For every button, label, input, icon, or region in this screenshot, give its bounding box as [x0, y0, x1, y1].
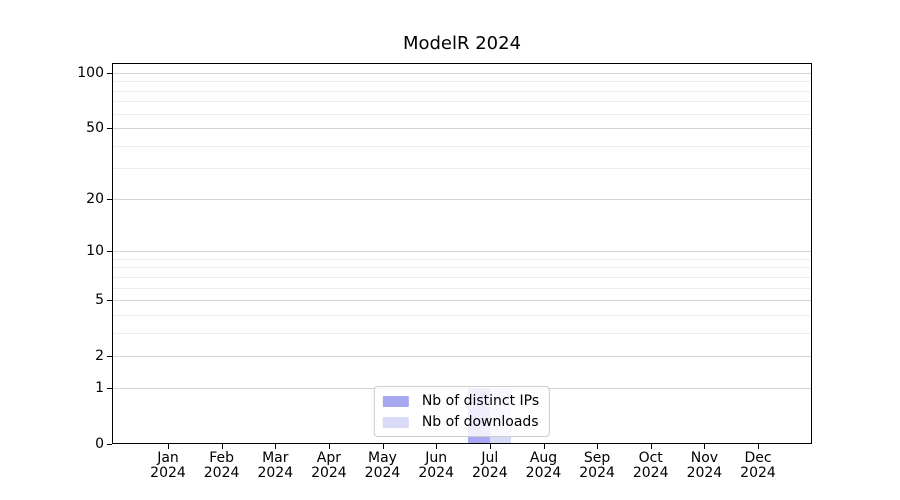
- x-tick-label: Jul 2024: [460, 451, 520, 481]
- y-tick-label: 10: [86, 243, 104, 260]
- x-tick-month: Aug: [529, 450, 558, 466]
- x-tick-label: Feb 2024: [192, 451, 252, 481]
- y-tick-label: 1: [95, 380, 104, 397]
- gridline-minor: [113, 81, 811, 83]
- x-tick-mark: [543, 444, 545, 449]
- gridline-major: [113, 251, 811, 253]
- x-tick-mark: [382, 444, 384, 449]
- x-tick-month: May: [368, 450, 397, 466]
- gridline-minor: [113, 332, 811, 334]
- y-tick-mark: [107, 73, 112, 74]
- x-tick-year: 2024: [150, 465, 186, 481]
- gridline-minor: [113, 90, 811, 92]
- x-tick-label: Mar 2024: [245, 451, 305, 481]
- x-tick-label: Sep 2024: [567, 451, 627, 481]
- x-tick-year: 2024: [632, 465, 669, 481]
- x-tick-month: Jul: [481, 450, 499, 466]
- y-tick-label: 100: [77, 65, 104, 81]
- legend: Nb of distinct IPs Nb of downloads: [373, 386, 551, 437]
- y-tick-mark: [107, 388, 112, 390]
- x-tick-month: Jan: [157, 450, 179, 466]
- gridline-minor: [113, 101, 811, 103]
- x-tick-mark: [275, 444, 277, 449]
- legend-label-nb-of-distinct-ips: Nb of distinct IPs: [421, 393, 540, 409]
- y-tick-label: 2: [95, 347, 104, 364]
- y-tick-mark: [107, 444, 112, 445]
- x-tick-mark: [650, 444, 652, 449]
- x-tick-month: Oct: [638, 450, 663, 466]
- gridline-minor: [113, 113, 811, 115]
- y-tick-mark: [107, 355, 112, 357]
- gridline-major: [113, 73, 811, 74]
- x-tick-year: 2024: [311, 465, 347, 481]
- gridline-major: [113, 300, 811, 301]
- x-tick-year: 2024: [740, 465, 776, 481]
- x-tick-mark: [489, 444, 491, 449]
- y-tick-mark: [107, 251, 112, 253]
- x-tick-mark: [168, 444, 169, 449]
- x-tick-label: Nov 2024: [674, 451, 734, 481]
- x-tick-year: 2024: [257, 465, 294, 481]
- x-tick-mark: [597, 444, 599, 449]
- x-tick-mark: [221, 444, 223, 449]
- y-tick-label: 50: [86, 119, 104, 136]
- x-tick-label: Aug 2024: [514, 451, 574, 481]
- x-tick-label: Apr 2024: [299, 451, 359, 481]
- x-tick-year: 2024: [203, 465, 240, 481]
- x-tick-mark: [328, 444, 330, 449]
- x-tick-label: Dec 2024: [728, 451, 788, 481]
- chart-title: ModelR 2024: [402, 33, 522, 54]
- x-tick-label: May 2024: [353, 451, 413, 481]
- gridline-minor: [113, 145, 811, 147]
- gridline-minor: [113, 314, 811, 316]
- legend-row: Nb of downloads: [382, 414, 539, 430]
- y-tick-label: 5: [95, 292, 104, 308]
- gridline-minor: [113, 276, 811, 278]
- x-tick-label: Oct 2024: [621, 451, 681, 481]
- y-tick-label: 20: [86, 191, 104, 208]
- x-tick-year: 2024: [525, 465, 562, 481]
- x-tick-year: 2024: [686, 465, 723, 481]
- y-tick-mark: [107, 127, 112, 129]
- x-tick-mark: [758, 444, 759, 449]
- gridline-major: [113, 199, 811, 201]
- x-tick-year: 2024: [418, 465, 454, 481]
- x-tick-year: 2024: [471, 465, 508, 481]
- x-tick-label: Jun 2024: [406, 451, 466, 481]
- gridline-minor: [113, 167, 811, 169]
- x-tick-month: Nov: [690, 450, 719, 466]
- y-tick-mark: [107, 199, 112, 201]
- x-tick-month: Dec: [744, 450, 772, 466]
- x-tick-month: Mar: [262, 450, 289, 466]
- x-tick-mark: [704, 444, 706, 449]
- legend-row: Nb of distinct IPs: [382, 393, 540, 409]
- x-tick-month: Feb: [209, 450, 234, 466]
- x-tick-month: Apr: [316, 450, 341, 466]
- x-tick-label: Jan 2024: [138, 451, 198, 481]
- x-tick-year: 2024: [364, 465, 401, 481]
- gridline-minor: [113, 258, 811, 260]
- legend-swatch-nb-of-downloads: [382, 416, 409, 428]
- legend-label-nb-of-downloads: Nb of downloads: [421, 414, 539, 430]
- y-tick-mark: [107, 300, 112, 301]
- x-tick-mark: [436, 444, 438, 449]
- x-tick-year: 2024: [579, 465, 615, 481]
- y-tick-label: 0: [95, 436, 104, 452]
- plot-area: Nb of distinct IPs Nb of downloads: [112, 63, 812, 444]
- legend-swatch-nb-of-distinct-ips: [382, 395, 409, 407]
- x-tick-month: Jun: [425, 450, 448, 466]
- gridline-minor: [113, 287, 811, 289]
- x-tick-month: Sep: [583, 450, 611, 466]
- gridline-major: [113, 355, 811, 357]
- gridline-minor: [113, 267, 811, 269]
- gridline-major: [113, 127, 811, 129]
